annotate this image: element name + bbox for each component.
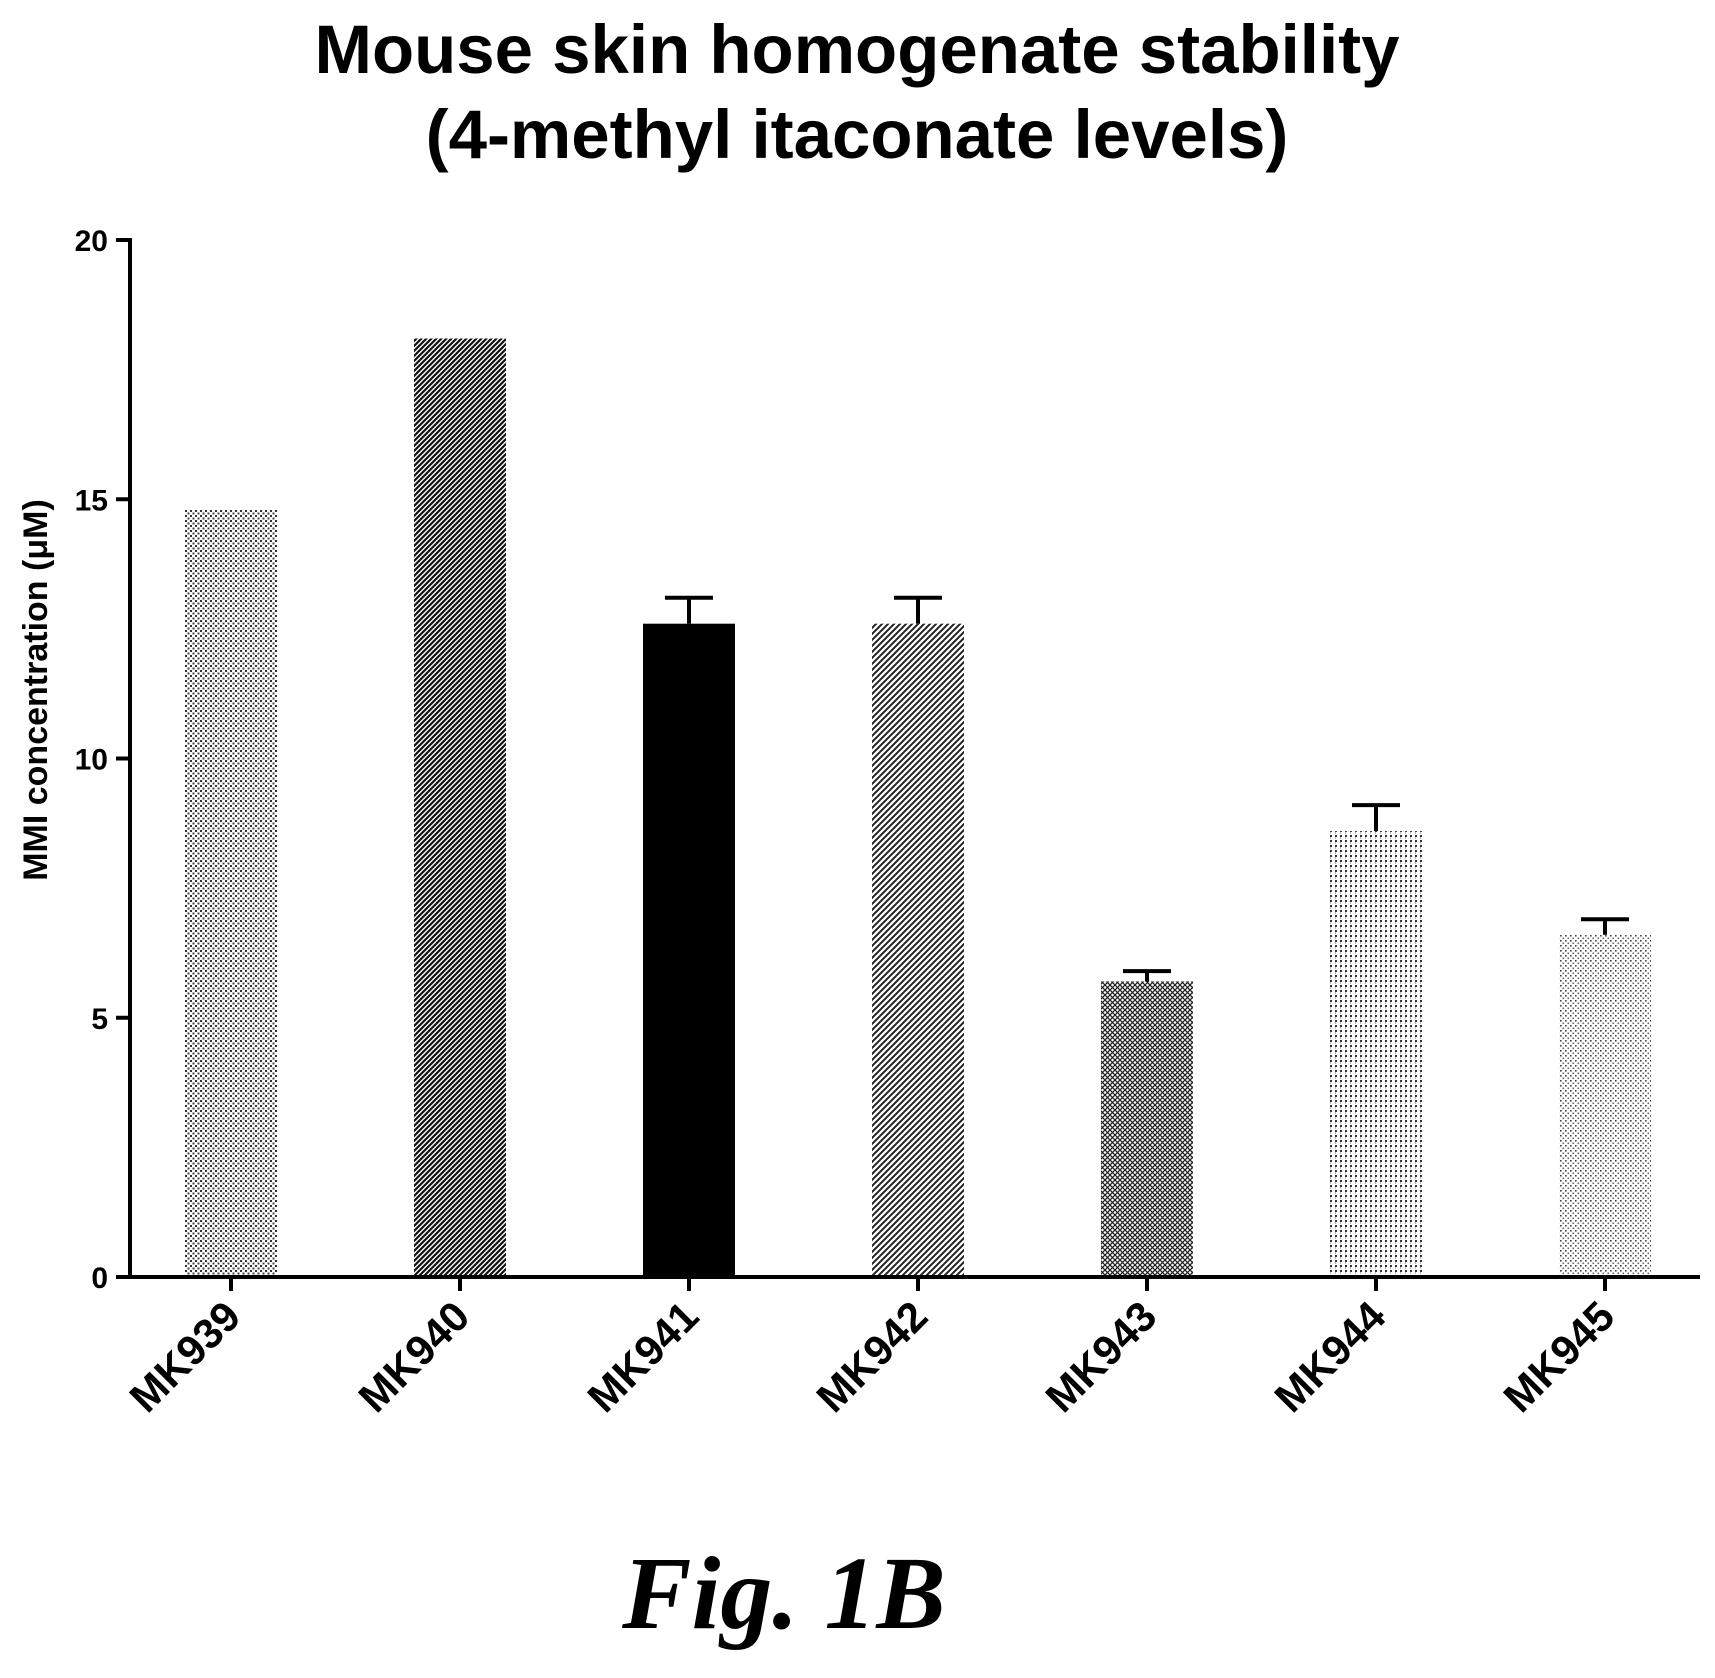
y-ticks-group: 0 5 10 15 20 bbox=[75, 225, 130, 1295]
y-tick-label: 10 bbox=[75, 744, 108, 777]
bar-mk939 bbox=[185, 509, 277, 1277]
x-tick-label-mk941: MK941 bbox=[578, 1292, 707, 1421]
x-tick-label-mk940: MK940 bbox=[349, 1292, 478, 1421]
x-tick-labels-group: MK939 MK940 MK941 MK942 MK943 MK944 MK945 bbox=[120, 1277, 1623, 1421]
bar-mk942 bbox=[872, 623, 964, 1277]
bar-mk940 bbox=[414, 338, 506, 1277]
x-tick-label-mk943: MK943 bbox=[1036, 1292, 1165, 1421]
x-tick-label-mk944: MK944 bbox=[1265, 1292, 1394, 1421]
y-tick-label: 5 bbox=[91, 1003, 108, 1036]
figure-label: Fig. 1B bbox=[621, 1536, 946, 1651]
y-tick-label: 0 bbox=[91, 1262, 108, 1295]
y-tick-label: 20 bbox=[75, 225, 108, 258]
bar-mk943 bbox=[1101, 981, 1193, 1277]
bars-group bbox=[185, 338, 1651, 1277]
y-tick-label: 15 bbox=[75, 484, 108, 517]
y-axis-label: MMI concentration (μM) bbox=[17, 499, 55, 881]
chart-title-line-2: (4-methyl itaconate levels) bbox=[426, 96, 1289, 173]
chart-title-line-1: Mouse skin homogenate stability bbox=[314, 11, 1399, 88]
x-tick-label-mk939: MK939 bbox=[120, 1292, 249, 1421]
bar-mk941 bbox=[643, 623, 735, 1277]
x-tick-label-mk942: MK942 bbox=[807, 1292, 936, 1421]
x-tick-label-mk945: MK945 bbox=[1494, 1292, 1623, 1421]
bar-mk944 bbox=[1330, 831, 1422, 1277]
bar-mk945 bbox=[1559, 934, 1651, 1277]
